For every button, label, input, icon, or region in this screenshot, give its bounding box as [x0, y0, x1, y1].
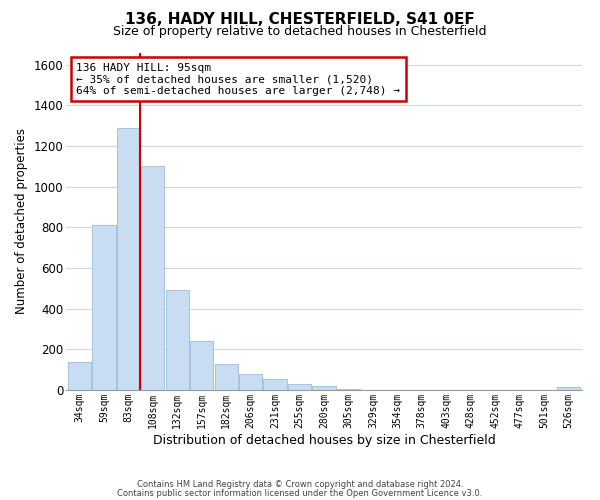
- Bar: [68, 362, 91, 390]
- Bar: [92, 226, 116, 390]
- Y-axis label: Number of detached properties: Number of detached properties: [15, 128, 28, 314]
- Bar: [239, 374, 262, 390]
- Bar: [141, 166, 164, 390]
- Bar: [288, 384, 311, 390]
- Text: Contains public sector information licensed under the Open Government Licence v3: Contains public sector information licen…: [118, 489, 482, 498]
- Text: Contains HM Land Registry data © Crown copyright and database right 2024.: Contains HM Land Registry data © Crown c…: [137, 480, 463, 489]
- Bar: [263, 380, 287, 390]
- X-axis label: Distribution of detached houses by size in Chesterfield: Distribution of detached houses by size …: [152, 434, 496, 446]
- Text: 136, HADY HILL, CHESTERFIELD, S41 0EF: 136, HADY HILL, CHESTERFIELD, S41 0EF: [125, 12, 475, 28]
- Bar: [190, 341, 214, 390]
- Text: Size of property relative to detached houses in Chesterfield: Size of property relative to detached ho…: [113, 25, 487, 38]
- Text: 136 HADY HILL: 95sqm
← 35% of detached houses are smaller (1,520)
64% of semi-de: 136 HADY HILL: 95sqm ← 35% of detached h…: [76, 62, 400, 96]
- Bar: [117, 128, 140, 390]
- Bar: [557, 387, 580, 390]
- Bar: [215, 364, 238, 390]
- Bar: [313, 386, 335, 390]
- Bar: [166, 290, 189, 390]
